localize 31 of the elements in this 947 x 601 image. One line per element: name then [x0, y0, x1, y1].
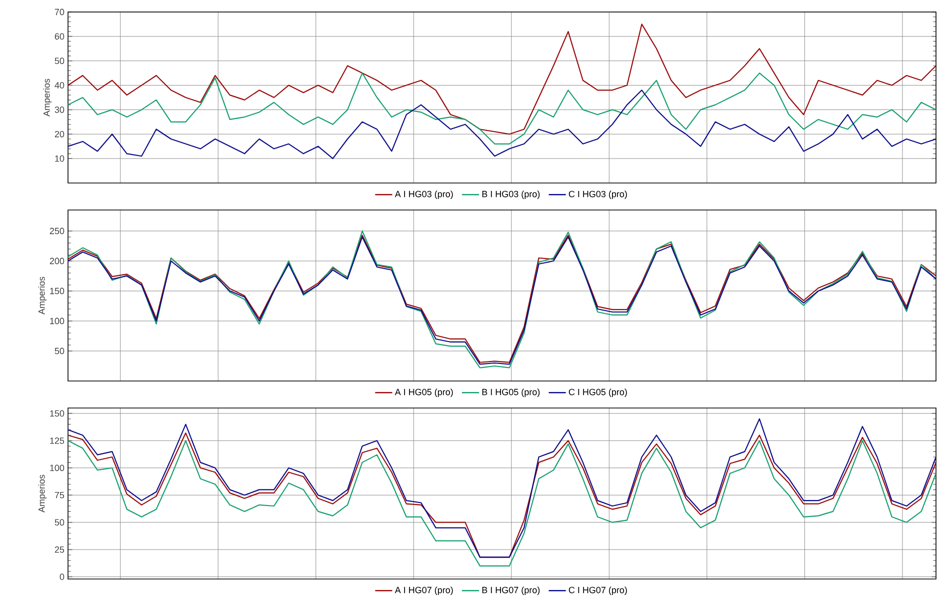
y-tick-label: 75 — [54, 492, 64, 498]
y-tick-label: 100 — [50, 318, 64, 324]
legend-label: C I HG05 (pro) — [568, 388, 627, 397]
y-tick-label: 40 — [54, 82, 64, 88]
y-axis-title: Amperios — [43, 78, 52, 116]
y-tick-label: 125 — [50, 437, 64, 444]
y-tick-label: 60 — [54, 33, 64, 40]
y-tick-label: 10 — [55, 155, 64, 162]
y-tick-label: 30 — [54, 106, 64, 113]
y-tick-label: 100 — [50, 464, 64, 472]
legend-label: B I HG07 (pro) — [482, 586, 540, 595]
y-tick-label: 70 — [54, 8, 64, 16]
legend-label: C I HG03 (pro) — [568, 190, 627, 199]
legend-label: A I HG07 (pro) — [394, 586, 453, 595]
y-tick-label: 50 — [54, 519, 64, 526]
legend-label: A I HG03 (pro) — [394, 190, 453, 199]
y-axis-title: Amperios — [38, 276, 47, 314]
y-tick-label: 50 — [54, 58, 64, 64]
legend-label: C I HG07 (pro) — [568, 586, 627, 595]
y-tick-label: 150 — [50, 288, 64, 294]
y-axis-title: Amperios — [38, 474, 47, 512]
legend-label: B I HG05 (pro) — [482, 388, 540, 397]
y-tick-label: 150 — [50, 410, 64, 417]
legend-label: A I HG05 (pro) — [394, 388, 453, 397]
y-tick-label: 0 — [60, 574, 64, 580]
y-tick-label: 20 — [54, 130, 64, 138]
y-tick-label: 250 — [50, 228, 64, 234]
y-tick-label: 25 — [54, 546, 64, 553]
y-tick-label: 200 — [50, 258, 64, 264]
y-tick-label: 50 — [54, 348, 64, 354]
legend-label: B I HG03 (pro) — [482, 190, 540, 199]
